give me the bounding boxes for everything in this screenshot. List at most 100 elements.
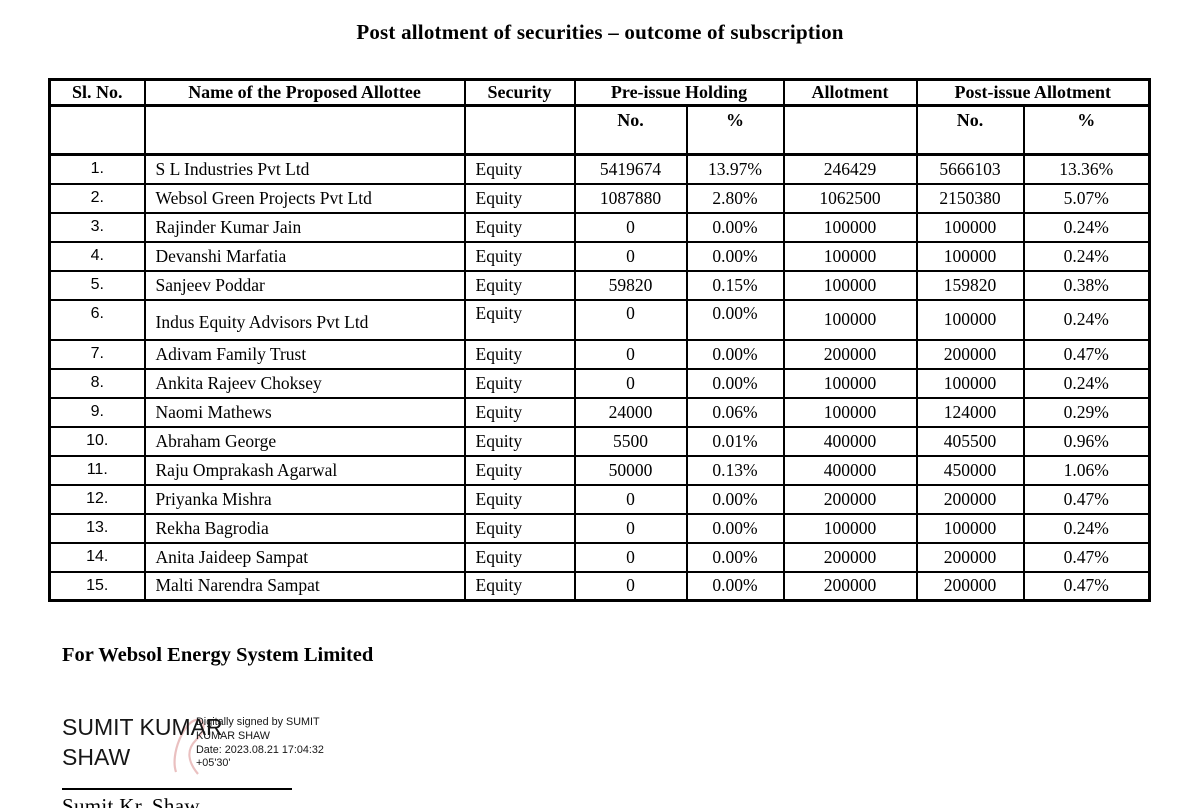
cell-sl-no: 10. (48, 425, 146, 457)
table-row: 2. Websol Green Projects Pvt Ltd Equity … (48, 182, 1151, 214)
table-row: 12. Priyanka Mishra Equity 0 0.00% 20000… (48, 483, 1151, 515)
cell-post-issue-pct: 13.36% (1022, 153, 1151, 185)
table-row: 15. Malti Narendra Sampat Equity 0 0.00%… (48, 570, 1151, 602)
cell-allotment: 100000 (782, 367, 918, 399)
cell-pre-issue-no: 1087880 (573, 182, 688, 214)
cell-sl-no: 7. (48, 338, 146, 370)
table-row: 3. Rajinder Kumar Jain Equity 0 0.00% 10… (48, 211, 1151, 243)
cell-pre-issue-no: 50000 (573, 454, 688, 486)
cell-security: Equity (463, 367, 576, 399)
signature-line-divider (62, 788, 292, 790)
cell-security: Equity (463, 570, 576, 602)
cell-security: Equity (463, 454, 576, 486)
header-sl-no: Sl. No. (48, 78, 146, 107)
cell-security: Equity (463, 240, 576, 272)
signature-detail-line-1: Digitally signed by SUMIT KUMAR SHAW (196, 716, 320, 742)
header-empty-sl (48, 104, 146, 156)
cell-post-issue-no: 100000 (915, 211, 1025, 243)
cell-allottee-name: Raju Omprakash Agarwal (143, 454, 466, 486)
cell-security: Equity (463, 425, 576, 457)
cell-post-issue-pct: 1.06% (1022, 454, 1151, 486)
cell-post-issue-no: 100000 (915, 298, 1025, 341)
digital-signature-details: Digitally signed by SUMIT KUMAR SHAW Dat… (196, 716, 338, 771)
cell-post-issue-no: 2150380 (915, 182, 1025, 214)
cell-pre-issue-no: 5500 (573, 425, 688, 457)
cell-allotment: 100000 (782, 269, 918, 301)
company-signoff-line: For Websol Energy System Limited (62, 644, 374, 666)
table-row: 10. Abraham George Equity 5500 0.01% 400… (48, 425, 1151, 457)
digital-signature-name: SUMIT KUMAR SHAW (62, 714, 223, 770)
cell-security: Equity (463, 211, 576, 243)
cell-post-issue-pct: 0.24% (1022, 512, 1151, 544)
cell-pre-issue-pct: 0.06% (685, 396, 785, 428)
cell-allotment: 100000 (782, 240, 918, 272)
cell-security: Equity (463, 269, 576, 301)
cell-allottee-name: Indus Equity Advisors Pvt Ltd (143, 298, 466, 341)
allotment-table: Sl. No. Name of the Proposed Allottee Se… (48, 78, 1151, 602)
signature-flourish-icon (173, 718, 205, 775)
cell-pre-issue-pct: 0.15% (685, 269, 785, 301)
cell-allotment: 200000 (782, 338, 918, 370)
cell-pre-issue-pct: 0.00% (685, 541, 785, 573)
cell-allottee-name: Sanjeev Poddar (143, 269, 466, 301)
cell-post-issue-pct: 0.47% (1022, 483, 1151, 515)
cell-post-issue-no: 5666103 (915, 153, 1025, 185)
header-pre-pct: % (685, 104, 785, 156)
header-empty-allotment (782, 104, 918, 156)
cell-allotment: 100000 (782, 512, 918, 544)
cell-pre-issue-no: 59820 (573, 269, 688, 301)
cell-post-issue-no: 405500 (915, 425, 1025, 457)
cell-allottee-name: Malti Narendra Sampat (143, 570, 466, 602)
cell-pre-issue-no: 0 (573, 211, 688, 243)
cell-post-issue-pct: 0.29% (1022, 396, 1151, 428)
cell-post-issue-pct: 0.47% (1022, 338, 1151, 370)
header-empty-name (143, 104, 466, 156)
table-row: 14. Anita Jaideep Sampat Equity 0 0.00% … (48, 541, 1151, 573)
cell-security: Equity (463, 153, 576, 185)
cell-allottee-name: Priyanka Mishra (143, 483, 466, 515)
cell-allottee-name: Devanshi Marfatia (143, 240, 466, 272)
cell-security: Equity (463, 396, 576, 428)
cell-pre-issue-pct: 0.00% (685, 512, 785, 544)
cell-allotment: 200000 (782, 541, 918, 573)
cell-post-issue-no: 450000 (915, 454, 1025, 486)
cell-pre-issue-pct: 0.00% (685, 240, 785, 272)
header-row-1: Sl. No. Name of the Proposed Allottee Se… (48, 78, 1151, 107)
cell-post-issue-no: 200000 (915, 570, 1025, 602)
header-post-issue-allotment: Post-issue Allotment (915, 78, 1151, 107)
cell-pre-issue-no: 0 (573, 541, 688, 573)
header-security: Security (463, 78, 576, 107)
header-name: Name of the Proposed Allottee (143, 78, 466, 107)
signatory-typed-name: Sumit Kr. Shaw (62, 794, 200, 808)
header-post-pct: % (1022, 104, 1151, 156)
cell-pre-issue-pct: 0.00% (685, 298, 785, 341)
cell-allottee-name: Rajinder Kumar Jain (143, 211, 466, 243)
cell-sl-no: 1. (48, 153, 146, 185)
cell-pre-issue-no: 5419674 (573, 153, 688, 185)
cell-post-issue-pct: 0.47% (1022, 541, 1151, 573)
cell-pre-issue-pct: 0.13% (685, 454, 785, 486)
cell-pre-issue-pct: 0.00% (685, 570, 785, 602)
signature-detail-line-2: Date: 2023.08.21 17:04:32 +05'30' (196, 743, 324, 770)
cell-allotment: 100000 (782, 211, 918, 243)
cell-post-issue-no: 100000 (915, 240, 1025, 272)
table-row: 6. Indus Equity Advisors Pvt Ltd Equity … (48, 298, 1151, 341)
cell-sl-no: 12. (48, 483, 146, 515)
cell-pre-issue-no: 0 (573, 367, 688, 399)
cell-post-issue-no: 124000 (915, 396, 1025, 428)
cell-pre-issue-no: 0 (573, 570, 688, 602)
cell-post-issue-pct: 0.24% (1022, 298, 1151, 341)
cell-pre-issue-pct: 2.80% (685, 182, 785, 214)
cell-post-issue-no: 200000 (915, 541, 1025, 573)
cell-pre-issue-no: 0 (573, 512, 688, 544)
cell-allotment: 400000 (782, 425, 918, 457)
cell-allotment: 200000 (782, 570, 918, 602)
cell-pre-issue-no: 0 (573, 298, 688, 341)
cell-sl-no: 9. (48, 396, 146, 428)
cell-post-issue-pct: 0.24% (1022, 367, 1151, 399)
cell-pre-issue-no: 0 (573, 240, 688, 272)
cell-security: Equity (463, 338, 576, 370)
cell-sl-no: 8. (48, 367, 146, 399)
cell-post-issue-pct: 0.96% (1022, 425, 1151, 457)
